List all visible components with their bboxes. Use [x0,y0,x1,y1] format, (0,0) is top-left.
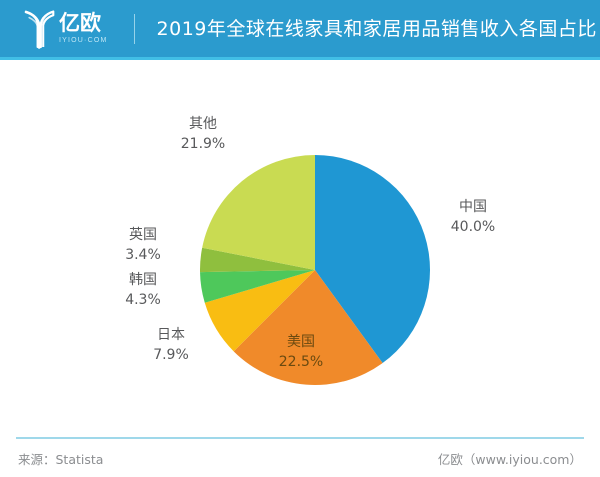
brand-name-en: IYIOU·COM [59,37,108,44]
pie-slice-us[interactable] [233,270,383,386]
footer-divider [16,437,584,439]
pie-label-china: 中国 40.0% [428,197,518,237]
brand-name-cn: 亿欧 [59,11,101,35]
source-label: 来源：Statista [18,452,104,467]
pie-label-japan: 日本 7.9% [128,325,214,365]
pie-label-other-name: 其他 [189,116,217,132]
pie-chart-svg [199,155,431,386]
page-header: 亿欧 IYIOU·COM 2019年全球在线家具和家居用品销售收入各国占比 [0,0,600,57]
pie-slice-china[interactable] [315,155,431,364]
pie-slice-korea[interactable] [200,270,315,303]
pie-label-japan-value: 7.9% [153,347,189,363]
site-attribution[interactable]: 亿欧（www.iyiou.com） [437,452,582,467]
page-title: 2019年全球在线家具和家居用品销售收入各国占比 [156,17,597,40]
pie-label-uk: 英国 3.4% [100,225,186,265]
pie-label-korea: 韩国 4.3% [100,270,186,310]
pie-slices [199,155,431,386]
pie-label-uk-name: 英国 [129,227,157,243]
pie-label-other: 其他 21.9% [158,114,248,154]
pie-label-us-name: 美国 [287,334,315,350]
pie-label-other-value: 21.9% [180,136,226,152]
pie-slice-japan[interactable] [204,270,315,352]
header-divider [133,13,135,44]
pie-chart: 其他 21.9% 中国 40.0% 美国 22.5% 日本 7.9% 韩国 4.… [0,60,600,428]
pie-label-japan-name: 日本 [157,327,185,343]
brand-wordmark: 亿欧 IYIOU·COM [59,9,108,49]
pie-label-korea-value: 4.3% [125,292,161,308]
pie-label-us: 美国 22.5% [256,332,346,372]
yiou-tree-logo-icon [24,9,55,49]
brand-logo[interactable]: 亿欧 IYIOU·COM [22,7,108,51]
pie-label-china-value: 40.0% [450,219,496,235]
pie-label-china-name: 中国 [459,199,487,215]
page-footer: 来源：Statista 亿欧（www.iyiou.com） [0,443,600,477]
header-accent-rule [0,57,600,60]
pie-slice-other[interactable] [202,155,315,270]
pie-label-korea-name: 韩国 [129,272,157,288]
pie-slice-uk[interactable] [199,247,315,273]
pie-label-us-value: 22.5% [278,354,324,370]
pie-label-uk-value: 3.4% [125,247,161,263]
